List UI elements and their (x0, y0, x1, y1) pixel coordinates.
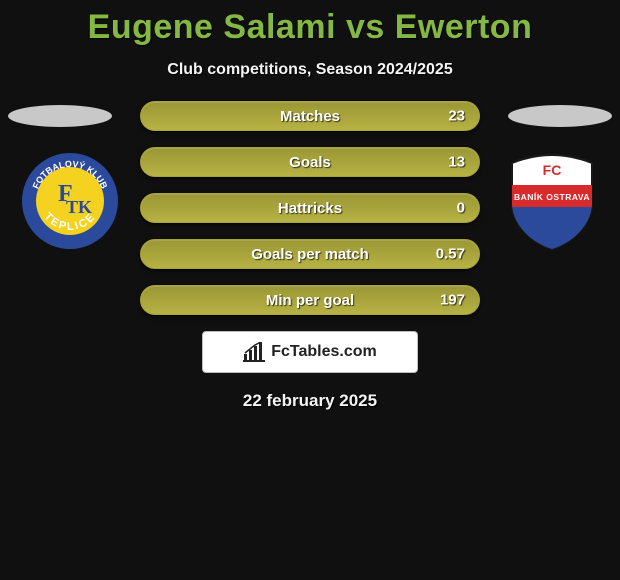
banik-crest-icon: FC BANÍK OSTRAVA (502, 151, 602, 251)
stat-label: Goals per match (251, 246, 369, 263)
date-line: 22 february 2025 (0, 391, 620, 411)
chart-bars-icon (243, 342, 265, 362)
stat-label: Hattricks (278, 200, 342, 217)
player-marker-left (8, 105, 112, 127)
club-crest-left: FOTBALOVÝ KLUB TEPLICE F TK (20, 151, 120, 251)
crest-right-fc: FC (543, 162, 562, 178)
stat-row: Matches 23 (140, 101, 480, 131)
stat-value: 13 (448, 154, 465, 171)
brand-text: FcTables.com (271, 343, 377, 361)
teplice-crest-icon: FOTBALOVÝ KLUB TEPLICE F TK (20, 151, 120, 251)
stat-label: Matches (280, 108, 340, 125)
stat-label: Goals (289, 154, 331, 171)
stat-label: Min per goal (266, 292, 354, 309)
subtitle: Club competitions, Season 2024/2025 (0, 61, 620, 79)
crest-right-band: BANÍK OSTRAVA (514, 192, 590, 202)
stat-row: Goals 13 (140, 147, 480, 177)
stat-row: Hattricks 0 (140, 193, 480, 223)
crest-left-tk: TK (66, 197, 92, 217)
stat-row: Min per goal 197 (140, 285, 480, 315)
stat-value: 0 (457, 200, 465, 217)
stats-list: Matches 23 Goals 13 Hattricks 0 Goals pe… (140, 101, 480, 315)
stat-row: Goals per match 0.57 (140, 239, 480, 269)
player-marker-right (508, 105, 612, 127)
brand-box: FcTables.com (202, 331, 418, 373)
stat-value: 197 (440, 292, 465, 309)
stat-value: 0.57 (436, 246, 465, 263)
club-crest-right: FC BANÍK OSTRAVA (502, 151, 602, 251)
page-title: Eugene Salami vs Ewerton (0, 0, 620, 47)
stat-value: 23 (448, 108, 465, 125)
